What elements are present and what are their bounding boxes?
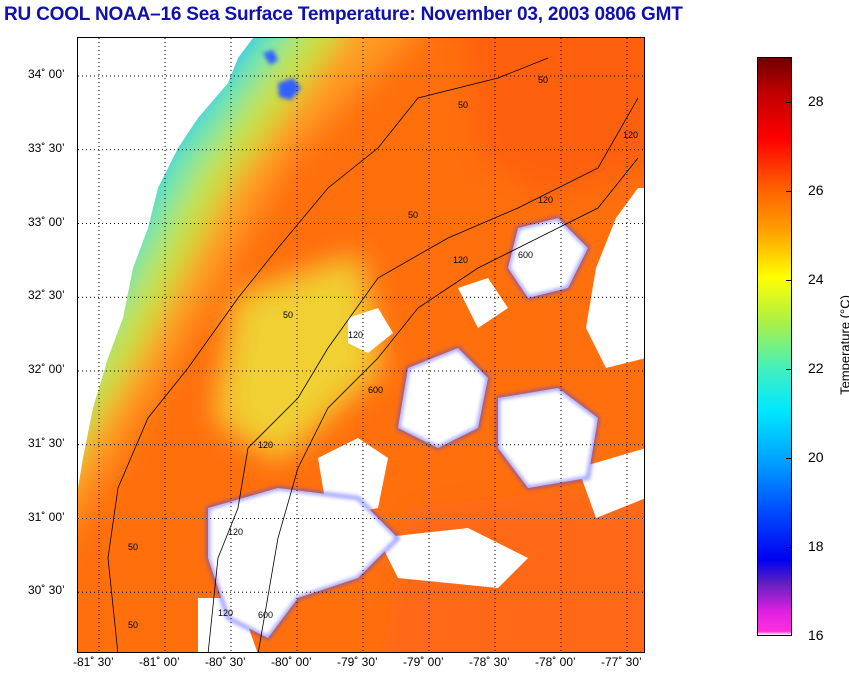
lon-tick-label: -78˚ 30’	[469, 655, 510, 669]
lon-tick-label: -77˚ 30’	[601, 655, 642, 669]
sst-image: 50 50 50 50 120 120 120 120 120 120 600 …	[78, 38, 644, 652]
colorbar-tick-label: 24	[808, 270, 824, 287]
map-title: RU COOL NOAA–16 Sea Surface Temperature:…	[4, 4, 683, 25]
colorbar-tick-label: 26	[808, 181, 824, 198]
lat-tick-label: 32˚ 30’	[28, 288, 65, 303]
colorbar-tick	[786, 368, 792, 370]
colorbar-tick-label: 20	[808, 448, 824, 465]
contour-label: 120	[228, 527, 243, 537]
colorbar-tick	[786, 546, 792, 548]
contour-label: 120	[623, 130, 638, 140]
lat-tick-label: 30˚ 30’	[28, 583, 65, 598]
contour-label: 120	[453, 255, 468, 265]
lon-tick-label: -81˚ 00’	[139, 655, 180, 669]
contour-label: 600	[368, 385, 383, 395]
lon-tick-label: -80˚ 00’	[271, 655, 312, 669]
colorbar-tick	[786, 279, 792, 281]
bathymetry-contours	[107, 57, 639, 652]
lon-tick-label: -81˚ 30’	[73, 655, 114, 669]
colorbar-tick	[786, 457, 792, 459]
contour-label: 50	[128, 542, 138, 552]
colorbar-tick	[786, 101, 792, 103]
colorbar-tick	[786, 635, 792, 636]
colorbar-label: Temperature (°C)	[837, 295, 849, 395]
lat-tick-label: 33˚ 30’	[28, 140, 65, 155]
land	[78, 38, 253, 488]
graticule	[78, 38, 644, 652]
contour-label: 120	[258, 440, 273, 450]
contour-label: 50	[408, 210, 418, 220]
colorbar-tick	[786, 190, 792, 192]
lat-tick-label: 31˚ 30’	[28, 435, 65, 450]
lat-tick-label: 33˚ 00’	[28, 214, 65, 229]
contour-label: 50	[538, 75, 548, 85]
contour-label: 50	[283, 310, 293, 320]
lon-tick-label: -80˚ 30’	[205, 655, 246, 669]
contour-label: 120	[348, 330, 363, 340]
contour-label: 120	[538, 195, 553, 205]
colorbar-tick-label: 18	[808, 537, 824, 554]
contour-label: 120	[218, 608, 233, 618]
colorbar	[757, 57, 792, 636]
contour-label: 600	[518, 250, 533, 260]
sst-map: 50 50 50 50 120 120 120 120 120 120 600 …	[77, 37, 645, 653]
colorbar-tick-label: 28	[808, 92, 824, 109]
lon-tick-label: -79˚ 00’	[403, 655, 444, 669]
contour-labels: 50 50 50 50 120 120 120 120 120 120 600 …	[128, 75, 638, 630]
colorbar-tick-label: 22	[808, 359, 824, 376]
colorbar-tick-label: 16	[808, 627, 824, 643]
lon-tick-label: -79˚ 30’	[337, 655, 378, 669]
lat-tick-label: 34˚ 00’	[28, 67, 65, 81]
lat-tick-label: 32˚ 00’	[28, 362, 65, 376]
contour-label: 50	[128, 620, 138, 630]
lon-tick-label: -78˚ 00’	[535, 655, 576, 669]
lat-tick-label: 31˚ 00’	[28, 509, 65, 524]
contour-label: 600	[258, 610, 273, 620]
contour-label: 50	[458, 100, 468, 110]
